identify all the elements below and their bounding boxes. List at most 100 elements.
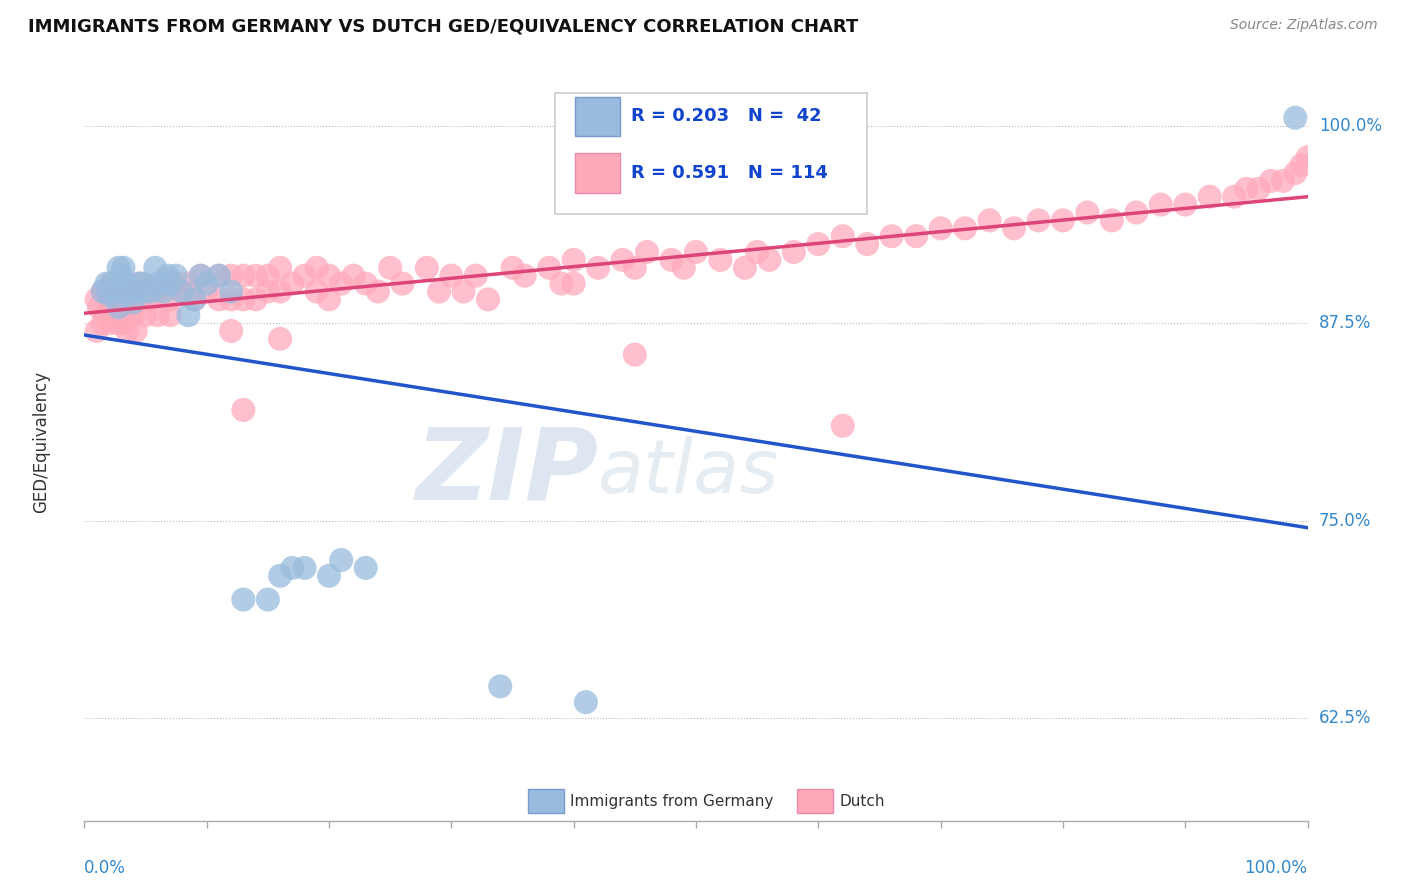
Point: [219, 285, 242, 299]
FancyBboxPatch shape: [575, 153, 620, 193]
Point: [141, 285, 163, 299]
Point: [91, 285, 114, 299]
Point: [1052, 213, 1074, 227]
Point: [281, 277, 304, 291]
Text: 0.0%: 0.0%: [84, 858, 127, 877]
Point: [128, 277, 150, 291]
Point: [672, 260, 695, 275]
FancyBboxPatch shape: [529, 789, 564, 814]
Point: [1260, 174, 1282, 188]
Point: [122, 295, 145, 310]
Point: [219, 268, 242, 283]
Point: [489, 679, 512, 693]
Point: [1174, 197, 1197, 211]
Text: 75.0%: 75.0%: [1319, 511, 1371, 530]
Point: [1223, 190, 1246, 204]
Point: [135, 285, 157, 299]
Point: [269, 285, 291, 299]
Point: [107, 316, 129, 330]
Point: [257, 268, 280, 283]
Point: [380, 260, 402, 275]
Text: Immigrants from Germany: Immigrants from Germany: [569, 794, 773, 809]
Point: [562, 252, 585, 267]
Point: [257, 285, 280, 299]
Point: [661, 252, 683, 267]
Point: [636, 244, 658, 259]
Text: IMMIGRANTS FROM GERMANY VS DUTCH GED/EQUIVALENCY CORRELATION CHART: IMMIGRANTS FROM GERMANY VS DUTCH GED/EQU…: [28, 18, 859, 36]
Point: [86, 293, 108, 307]
Point: [269, 569, 291, 583]
Point: [104, 285, 127, 299]
FancyBboxPatch shape: [797, 789, 832, 814]
Point: [115, 324, 138, 338]
Text: Source: ZipAtlas.com: Source: ZipAtlas.com: [1230, 18, 1378, 32]
Point: [783, 244, 806, 259]
Point: [709, 252, 731, 267]
Point: [1101, 213, 1123, 227]
Point: [107, 293, 129, 307]
Point: [979, 213, 1001, 227]
Text: 100.0%: 100.0%: [1319, 117, 1382, 135]
Point: [159, 293, 181, 307]
Text: 100.0%: 100.0%: [1244, 858, 1308, 877]
Point: [96, 308, 118, 322]
Point: [135, 285, 157, 299]
Point: [318, 569, 340, 583]
Point: [354, 561, 377, 575]
Point: [195, 277, 218, 291]
Point: [831, 418, 853, 433]
Point: [219, 324, 242, 338]
Point: [807, 237, 830, 252]
Point: [232, 403, 254, 417]
Point: [114, 285, 136, 299]
Point: [1150, 197, 1173, 211]
Point: [100, 277, 122, 291]
Point: [190, 268, 212, 283]
Point: [953, 221, 976, 235]
Point: [734, 260, 756, 275]
Point: [1272, 174, 1295, 188]
Point: [354, 277, 377, 291]
Point: [269, 332, 291, 346]
Point: [195, 285, 218, 299]
Point: [219, 293, 242, 307]
Point: [1291, 158, 1313, 172]
Point: [1284, 111, 1306, 125]
Point: [685, 244, 707, 259]
Point: [1236, 182, 1258, 196]
Point: [100, 277, 122, 291]
Point: [453, 285, 475, 299]
Text: 87.5%: 87.5%: [1319, 314, 1371, 332]
Point: [831, 229, 853, 244]
Point: [416, 260, 439, 275]
Point: [513, 268, 536, 283]
Point: [586, 260, 609, 275]
Point: [612, 252, 634, 267]
Text: atlas: atlas: [598, 436, 779, 508]
Point: [190, 268, 212, 283]
Point: [305, 285, 328, 299]
Point: [146, 285, 169, 299]
Point: [330, 553, 353, 567]
Point: [128, 277, 150, 291]
Point: [245, 268, 267, 283]
Point: [107, 300, 129, 314]
Point: [146, 308, 169, 322]
Point: [110, 268, 132, 283]
Point: [172, 285, 194, 299]
Point: [141, 293, 163, 307]
Point: [153, 285, 176, 299]
Point: [232, 592, 254, 607]
Point: [624, 348, 647, 362]
Point: [110, 285, 132, 299]
Point: [115, 293, 138, 307]
Point: [97, 293, 120, 307]
Text: ZIP: ZIP: [415, 424, 598, 520]
Point: [104, 300, 127, 314]
Point: [550, 277, 572, 291]
Point: [747, 244, 769, 259]
Point: [538, 260, 561, 275]
Point: [153, 277, 176, 291]
Point: [257, 592, 280, 607]
Point: [856, 237, 879, 252]
